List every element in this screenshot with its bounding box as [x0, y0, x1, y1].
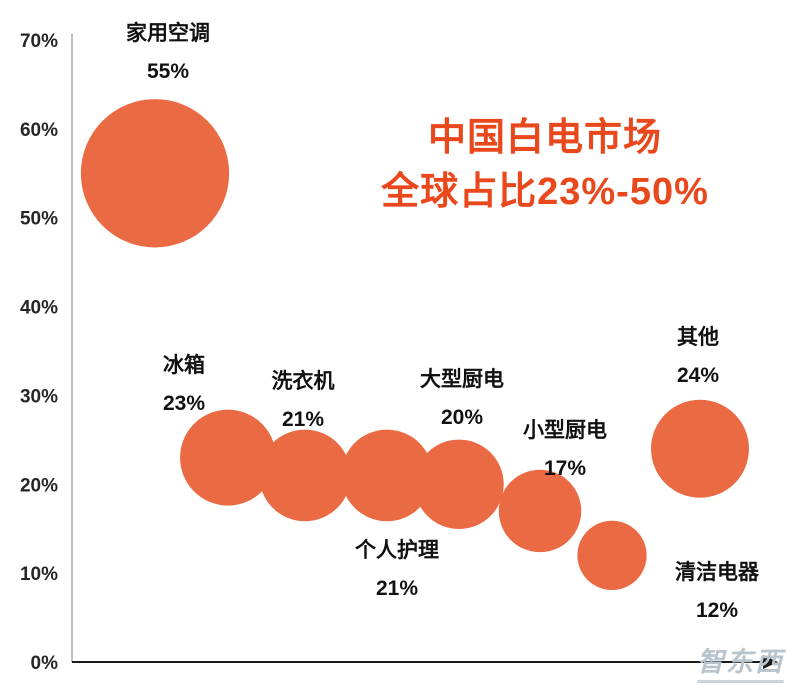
y-tick-label: 20%	[20, 475, 58, 496]
bubble-value: 12%	[696, 599, 738, 622]
bubble-value: 24%	[677, 364, 719, 387]
bubble-清洁电器	[577, 520, 647, 591]
bubble-value: 55%	[147, 60, 189, 83]
bubble-value: 23%	[163, 392, 205, 415]
bubble-洗衣机	[259, 429, 351, 522]
bubble-其他	[651, 399, 749, 498]
watermark-logo: 智东西	[697, 649, 784, 683]
y-tick-label: 10%	[20, 564, 58, 585]
bubble-label: 清洁电器	[675, 560, 760, 584]
y-tick-label: 40%	[20, 298, 58, 319]
bubble-value: 21%	[282, 408, 324, 431]
bubble-家用空调	[80, 99, 230, 248]
watermark-text: 智东西	[697, 647, 784, 677]
watermark-underline	[697, 680, 784, 683]
bubble-label: 冰箱	[163, 353, 205, 377]
bubble-value: 17%	[544, 457, 586, 480]
y-tick-label: 70%	[20, 31, 58, 52]
bubble-label: 小型厨电	[523, 419, 607, 442]
bubble-label: 家用空调	[126, 21, 210, 45]
y-tick-label: 60%	[20, 120, 58, 141]
bubble-value: 21%	[376, 577, 418, 600]
bubble-label: 个人护理	[355, 538, 439, 562]
bubble-label: 洗衣机	[272, 369, 335, 393]
bubble-小型厨电	[498, 469, 582, 553]
bubble-个人护理	[341, 429, 433, 522]
bubble-label: 大型厨电	[420, 368, 504, 391]
y-tick-label: 30%	[20, 386, 58, 407]
x-axis-arrow-icon	[763, 655, 778, 669]
bubble-冰箱	[180, 409, 276, 506]
bubble-label: 其他	[677, 325, 719, 349]
bubble-value: 20%	[441, 406, 483, 429]
y-tick-label: 0%	[31, 653, 59, 674]
bubble-大型厨电	[414, 439, 504, 530]
y-tick-label: 50%	[20, 209, 58, 230]
